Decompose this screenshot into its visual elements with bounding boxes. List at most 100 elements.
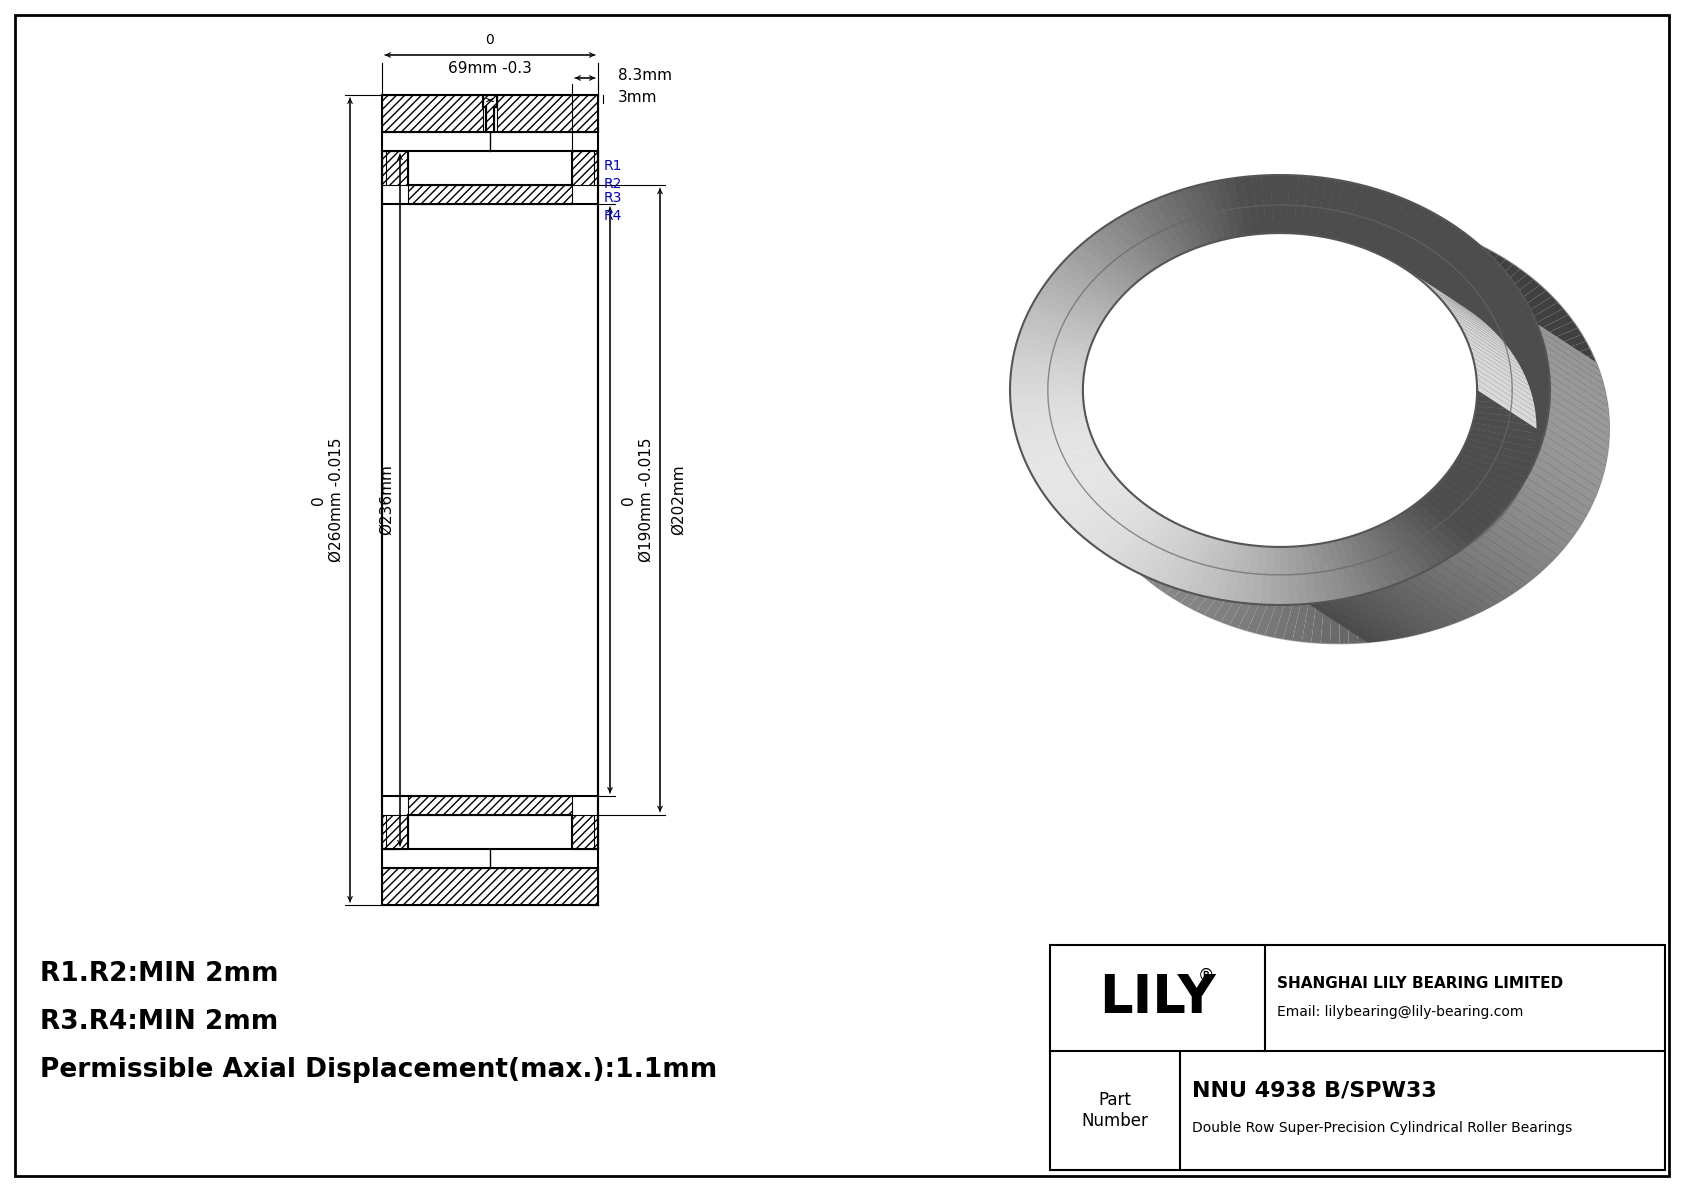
Polygon shape [1069,406,1143,418]
Polygon shape [1145,200,1187,254]
Polygon shape [1179,188,1212,244]
Polygon shape [1529,467,1601,488]
Polygon shape [1475,401,1549,412]
Polygon shape [1019,428,1091,449]
Polygon shape [1189,247,1234,299]
Polygon shape [1083,478,1154,503]
Polygon shape [1084,368,1143,412]
Polygon shape [1531,463,1593,510]
Polygon shape [1475,401,1536,445]
Polygon shape [1527,472,1598,495]
Polygon shape [1431,487,1492,528]
Polygon shape [1396,513,1447,565]
Polygon shape [1154,197,1194,251]
Polygon shape [1026,444,1098,470]
Polygon shape [1302,584,1319,642]
Polygon shape [1401,220,1453,270]
Polygon shape [1083,355,1154,380]
Polygon shape [1384,520,1450,562]
Polygon shape [1233,544,1253,603]
Polygon shape [1137,204,1182,257]
Polygon shape [1320,237,1388,276]
Polygon shape [1196,562,1241,615]
Polygon shape [1071,445,1143,459]
Polygon shape [1534,456,1596,503]
Polygon shape [1470,428,1543,449]
Polygon shape [1465,336,1527,380]
Polygon shape [1327,238,1394,278]
Polygon shape [1460,303,1531,331]
Polygon shape [1012,412,1086,428]
Polygon shape [1029,303,1100,331]
Polygon shape [1243,545,1260,604]
Polygon shape [1180,556,1229,607]
Polygon shape [1477,379,1536,423]
Polygon shape [1435,482,1499,525]
Polygon shape [1546,420,1607,466]
Polygon shape [1312,585,1325,643]
Polygon shape [1068,487,1128,528]
Polygon shape [1457,454,1519,498]
Polygon shape [1487,523,1553,567]
Text: NNU 4938 B/SPW33: NNU 4938 B/SPW33 [1192,1080,1436,1100]
Polygon shape [1485,530,1546,573]
Polygon shape [1051,473,1116,510]
Polygon shape [1307,177,1327,236]
Polygon shape [1100,506,1154,555]
Polygon shape [1133,281,1197,324]
Polygon shape [497,95,598,132]
Polygon shape [1421,495,1480,540]
Text: SHANGHAI LILY BEARING LIMITED: SHANGHAI LILY BEARING LIMITED [1276,977,1563,991]
Polygon shape [1361,531,1398,586]
Polygon shape [1238,574,1271,631]
Polygon shape [1440,298,1502,341]
Text: R3.R4:MIN 2mm: R3.R4:MIN 2mm [40,1009,278,1035]
Polygon shape [1474,534,1541,578]
Polygon shape [1051,270,1116,307]
Polygon shape [1474,353,1548,368]
Polygon shape [382,95,483,132]
Polygon shape [1534,450,1607,466]
Polygon shape [1470,347,1531,391]
Polygon shape [1125,289,1189,332]
Polygon shape [1420,569,1458,625]
Polygon shape [1034,295,1103,326]
Polygon shape [1443,473,1507,517]
Polygon shape [1477,395,1549,405]
Polygon shape [1270,175,1280,233]
Polygon shape [1159,545,1212,593]
Polygon shape [1416,278,1482,319]
Polygon shape [1026,444,1098,470]
Polygon shape [1334,183,1364,241]
Polygon shape [1162,531,1199,586]
Polygon shape [1300,545,1317,604]
Polygon shape [1024,317,1095,342]
Polygon shape [1381,218,1404,276]
Polygon shape [1415,573,1482,615]
Polygon shape [1014,345,1088,363]
Polygon shape [1293,175,1308,233]
Polygon shape [1106,510,1159,560]
Polygon shape [1396,263,1460,305]
Polygon shape [1347,536,1381,592]
Polygon shape [1154,267,1218,308]
Polygon shape [1261,547,1273,605]
Polygon shape [1438,560,1505,603]
Polygon shape [1162,194,1199,249]
Polygon shape [1435,293,1499,336]
Polygon shape [1015,423,1090,442]
Polygon shape [1170,534,1206,590]
Polygon shape [1354,534,1389,590]
Polygon shape [1115,517,1180,555]
Polygon shape [1492,517,1558,561]
Polygon shape [1197,540,1226,597]
Polygon shape [1536,422,1610,429]
Polygon shape [1239,236,1305,275]
Polygon shape [1214,542,1239,600]
Polygon shape [1457,322,1519,364]
Polygon shape [1314,543,1335,601]
Polygon shape [1475,406,1536,450]
Polygon shape [1261,175,1273,233]
Polygon shape [1527,470,1590,516]
Polygon shape [1406,225,1460,274]
